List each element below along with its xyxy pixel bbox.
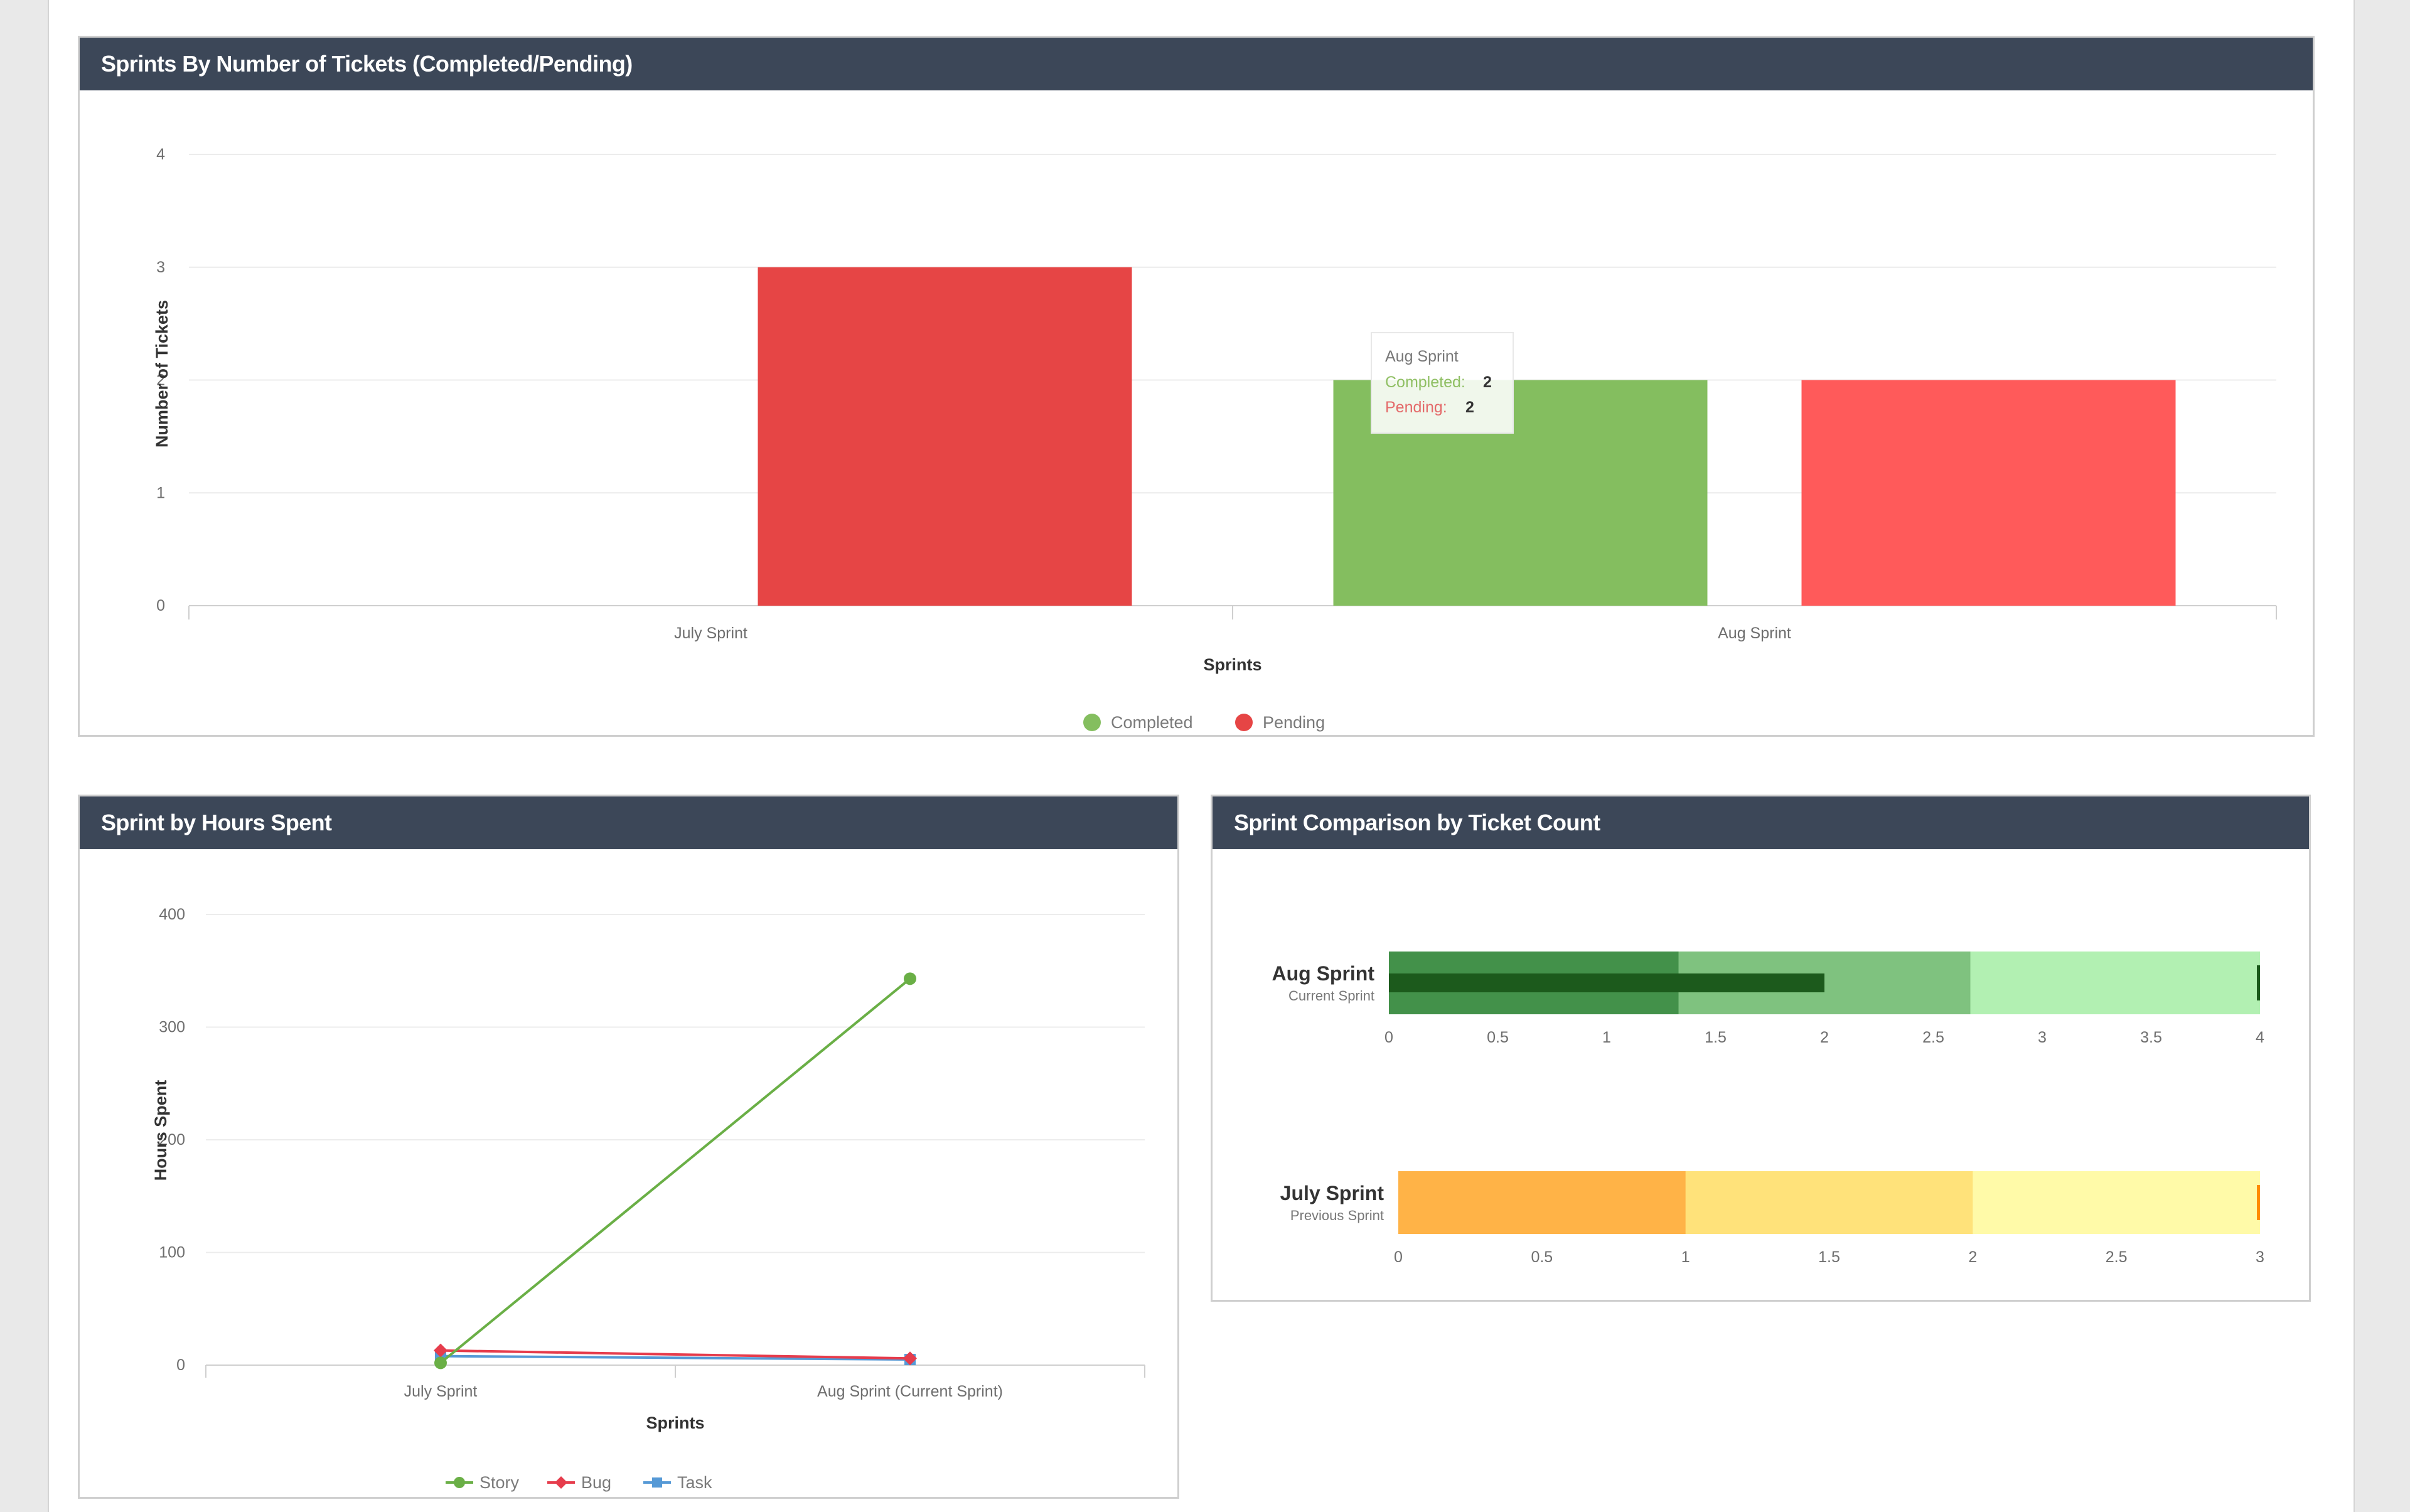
y-tick-label: 300 (159, 1019, 185, 1036)
tick-label-aug-sprint: 0.5 (1487, 1029, 1509, 1046)
point-bug (434, 1343, 447, 1358)
x-tick-label: July Sprint (404, 1383, 478, 1400)
tick-label-aug-sprint: 2 (1820, 1029, 1829, 1046)
range-band-july-sprint (1398, 1171, 1686, 1234)
legend-marker-task (652, 1477, 662, 1488)
legend-label-pending: Pending (1263, 713, 1325, 732)
y-axis-title: Number of Tickets (153, 300, 171, 448)
measure-bar-aug-sprint (1389, 973, 1824, 992)
tick-label-aug-sprint: 3 (2038, 1029, 2047, 1046)
y-tick-label: 3 (156, 259, 165, 276)
tooltip-completed-label: Completed: (1385, 373, 1465, 391)
y-tick-label: 200 (159, 1131, 185, 1149)
point-story (904, 972, 916, 985)
legend-label-task: Task (677, 1473, 712, 1492)
x-tick-label: Aug Sprint (1718, 625, 1791, 642)
target-marker-aug-sprint (2257, 965, 2260, 1000)
legend-marker-story (454, 1477, 465, 1488)
tick-label-aug-sprint: 3.5 (2140, 1029, 2162, 1046)
tickets-bar-chart: 0 1 2 3 4 July Sprint Aug Sprint Sprints Number … (153, 146, 2277, 732)
x-tick-label: July Sprint (674, 625, 747, 642)
tick-label-aug-sprint: 1 (1602, 1029, 1611, 1046)
tick-label-july-sprint: 0 (1394, 1248, 1403, 1266)
legend-label-completed: Completed (1111, 713, 1193, 732)
tick-label-aug-sprint: 2.5 (1922, 1029, 1944, 1046)
tooltip-completed-value: 2 (1483, 373, 1492, 391)
x-axis-title: Sprints (646, 1413, 704, 1432)
tooltip-pending-label: Pending: (1385, 399, 1447, 416)
legend-marker-pending (1235, 714, 1253, 731)
x-axis-title: Sprints (1203, 655, 1261, 674)
tick-label-aug-sprint: 0 (1384, 1029, 1393, 1046)
tickets-chart-panel: Sprints By Number of Tickets (Completed/… (78, 36, 2315, 737)
legend-marker-bug (555, 1476, 567, 1489)
series-line-story (439, 977, 911, 1364)
tick-label-july-sprint: 2.5 (2106, 1248, 2128, 1266)
y-tick-label: 400 (159, 906, 185, 923)
tick-label-july-sprint: 2 (1968, 1248, 1977, 1266)
y-tick-label: 100 (159, 1244, 185, 1262)
tooltip-box (1371, 332, 1514, 434)
point-bug (903, 1351, 917, 1366)
hours-chart-title: Sprint by Hours Spent (80, 796, 1177, 849)
tickets-chart-title: Sprints By Number of Tickets (Completed/… (80, 38, 2313, 90)
series-line-bug (440, 1349, 911, 1360)
row-title-aug-sprint: Aug Sprint (1272, 962, 1374, 985)
y-tick-label: 0 (156, 597, 165, 614)
comparison-bullet-chart: 0 0.5 1 1.5 2 2.5 3 3.5 4 Aug Sprint Current Sprin… (1272, 952, 2264, 1266)
series-line-task (440, 1354, 911, 1361)
row-title-july-sprint: July Sprint (1280, 1182, 1384, 1204)
comparison-chart-panel: Sprint Comparison by Ticket Count 0 0.5 1 1… (1211, 795, 2311, 1302)
point-story (434, 1356, 447, 1370)
y-tick-label: 4 (156, 146, 165, 163)
y-axis-title: Hours Spent (151, 1080, 170, 1181)
tick-label-july-sprint: 1.5 (1818, 1248, 1840, 1266)
row-subtitle-aug-sprint: Current Sprint (1288, 988, 1374, 1004)
x-tick-label: Aug Sprint (Current Sprint) (817, 1383, 1003, 1400)
tick-label-july-sprint: 0.5 (1531, 1248, 1553, 1266)
bar-pending-july-sprint (758, 267, 1132, 606)
hours-line-chart: 0 100 200 300 400 July Sprint Aug Sprint (Curr… (151, 906, 1145, 1492)
tooltip-title: Aug Sprint (1385, 348, 1459, 365)
tick-label-aug-sprint: 4 (2256, 1029, 2264, 1046)
y-tick-label: 1 (156, 484, 165, 501)
bar-pending-aug-sprint (1801, 380, 2176, 606)
tick-label-aug-sprint: 1.5 (1705, 1029, 1727, 1046)
hours-chart-panel: Sprint by Hours Spent 0 100 200 300 400 July … (78, 795, 1179, 1499)
target-marker-july-sprint (2257, 1185, 2260, 1220)
legend-label-bug: Bug (581, 1473, 611, 1492)
legend-marker-completed (1083, 714, 1101, 731)
y-tick-label: 2 (156, 372, 165, 389)
y-tick-label: 0 (176, 1356, 185, 1374)
tick-label-july-sprint: 3 (2256, 1248, 2264, 1266)
tooltip-pending-value: 2 (1465, 399, 1474, 416)
comparison-chart-title: Sprint Comparison by Ticket Count (1213, 796, 2309, 849)
tick-label-july-sprint: 1 (1681, 1248, 1690, 1266)
legend-label-story: Story (479, 1473, 520, 1492)
row-subtitle-july-sprint: Previous Sprint (1290, 1208, 1384, 1223)
